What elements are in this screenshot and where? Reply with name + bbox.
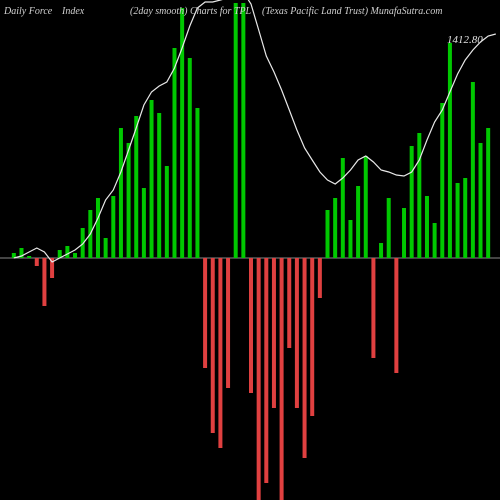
pos-bar [387,198,391,258]
pos-bar [150,100,154,258]
pos-bar [402,208,406,258]
pos-bar [471,82,475,258]
neg-bar [249,258,253,393]
title-part-2: Index [62,6,84,17]
neg-bar [394,258,398,373]
pos-bar [364,156,368,258]
neg-bar [272,258,276,408]
pos-bar [73,253,77,258]
pos-bar [440,103,444,258]
neg-bar [371,258,375,358]
pos-bar [463,178,467,258]
pos-bar [479,143,483,258]
pos-bar [456,183,460,258]
pos-bar [410,146,414,258]
pos-bar [172,48,176,258]
pos-bar [142,188,146,258]
pos-bar [195,108,199,258]
pos-bar [448,43,452,258]
pos-bar [234,3,238,258]
title-part-1: Daily Force [4,6,52,17]
pos-bar [348,220,352,258]
pos-bar [333,198,337,258]
neg-bar [226,258,230,388]
neg-bar [295,258,299,408]
pos-bar [134,116,138,258]
force-index-chart: Daily Force Index (2day smooth) Charts f… [0,0,500,500]
neg-bar [280,258,284,500]
pos-bar [127,143,131,258]
neg-bar [303,258,307,458]
pos-bar [27,256,31,258]
pos-bar [417,133,421,258]
pos-bar [341,158,345,258]
neg-bar [218,258,222,448]
pos-bar [111,196,115,258]
chart-svg [0,0,500,500]
pos-bar [356,186,360,258]
pos-bar [326,210,330,258]
neg-bar [42,258,46,306]
neg-bar [211,258,215,433]
pos-bar [188,58,192,258]
pos-bar [65,246,69,258]
pos-bar [486,128,490,258]
neg-bar [318,258,322,298]
pos-bar [104,238,108,258]
title-part-3: (2day smooth) Charts for TPL [130,6,251,17]
pos-bar [425,196,429,258]
pos-bar [157,113,161,258]
neg-bar [203,258,207,368]
neg-bar [35,258,39,266]
last-value-label: 1412.80 [447,34,483,46]
pos-bar [165,166,169,258]
pos-bar [241,3,245,258]
pos-bar [96,198,100,258]
pos-bar [379,243,383,258]
pos-bar [433,223,437,258]
neg-bar [264,258,268,483]
neg-bar [257,258,261,500]
title-part-4: (Texas Pacific Land Trust) MunafaSutra.c… [262,6,442,17]
pos-bar [119,128,123,258]
neg-bar [310,258,314,416]
neg-bar [287,258,291,348]
